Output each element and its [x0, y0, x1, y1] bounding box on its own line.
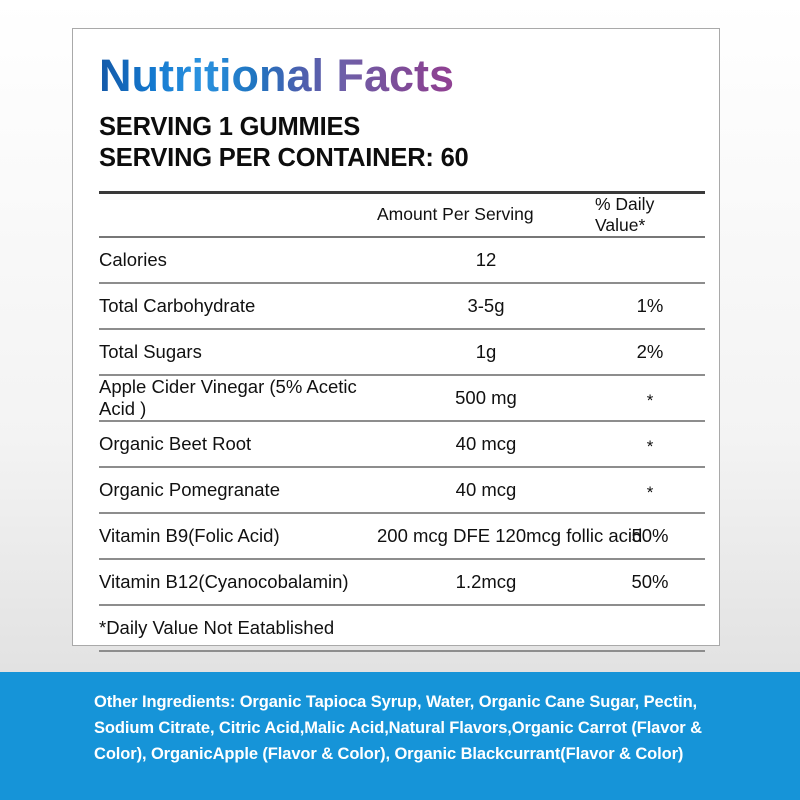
nutrient-amount: 40 mcg — [377, 466, 595, 514]
nutrient-name: Organic Beet Root — [99, 420, 377, 468]
column-header-daily-value: % Daily Value* — [595, 192, 705, 238]
nutrient-name: Organic Pomegranate — [99, 466, 377, 514]
nutrient-name: Total Sugars — [99, 328, 377, 376]
servings-per-container-line: SERVING PER CONTAINER: 60 — [99, 144, 469, 173]
nutrient-daily-value: 2% — [595, 328, 705, 376]
nutrient-daily-value: 50% — [595, 512, 705, 560]
table-header-row: Amount Per Serving % Daily Value* — [99, 192, 705, 238]
asterisk-marker: * — [646, 390, 654, 410]
nutrient-amount: 3-5g — [377, 282, 595, 330]
table-row: Total Carbohydrate 3-5g 1% — [99, 282, 705, 330]
card-content: Nutritional Facts SERVING 1 GUMMIES SERV… — [99, 39, 705, 652]
table-row: Organic Pomegranate 40 mcg * — [99, 466, 705, 514]
table-row: Organic Beet Root 40 mcg * — [99, 420, 705, 468]
nutrient-amount: 40 mcg — [377, 420, 595, 468]
nutrient-amount: 1.2mcg — [377, 558, 595, 606]
nutrient-name: Apple Cider Vinegar (5% Acetic Acid ) — [99, 374, 377, 422]
table-row: Calories 12 — [99, 236, 705, 284]
nutrient-name: Total Carbohydrate — [99, 282, 377, 330]
nutrient-daily-value: 50% — [595, 558, 705, 606]
page-title: Nutritional Facts — [99, 53, 699, 98]
asterisk-marker: * — [646, 482, 654, 502]
footnote-row: *Daily Value Not Eatablished — [99, 603, 705, 652]
table-row: Total Sugars 1g 2% — [99, 328, 705, 376]
nutrient-name: Vitamin B12(Cyanocobalamin) — [99, 558, 377, 606]
nutrient-amount: 200 mcg DFE 120mcg follic acid — [377, 512, 642, 560]
nutrient-daily-value: * — [595, 420, 705, 468]
nutrient-daily-value — [595, 236, 705, 284]
column-header-amount-per-serving: Amount Per Serving — [377, 192, 595, 238]
table-row: Vitamin B9(Folic Acid) 200 mcg DFE 120mc… — [99, 512, 705, 560]
nutrient-daily-value: * — [595, 374, 705, 422]
serving-info: SERVING 1 GUMMIES SERVING PER CONTAINER:… — [99, 112, 699, 175]
asterisk-marker: * — [646, 436, 654, 456]
nutrient-daily-value: 1% — [595, 282, 705, 330]
serving-size-line: SERVING 1 GUMMIES — [99, 113, 361, 141]
nutrient-amount: 1g — [377, 328, 595, 376]
nutrition-facts-table: Amount Per Serving % Daily Value* Calori… — [99, 191, 705, 652]
nutrient-name: Calories — [99, 236, 377, 284]
other-ingredients-text: Other Ingredients: Organic Tapioca Syrup… — [94, 693, 702, 764]
table-row: Vitamin B12(Cyanocobalamin) 1.2mcg 50% — [99, 558, 705, 606]
column-header-nutrient — [99, 192, 377, 238]
daily-value-footnote: *Daily Value Not Eatablished — [99, 603, 705, 652]
nutrition-facts-card: Nutritional Facts SERVING 1 GUMMIES SERV… — [72, 28, 720, 652]
other-ingredients-band: Other Ingredients: Organic Tapioca Syrup… — [0, 672, 800, 800]
nutrient-name: Vitamin B9(Folic Acid) — [99, 512, 377, 560]
nutrient-daily-value: * — [595, 466, 705, 514]
nutrient-amount: 12 — [377, 236, 595, 284]
table-row: Apple Cider Vinegar (5% Acetic Acid ) 50… — [99, 374, 705, 422]
nutrient-amount: 500 mg — [377, 374, 595, 422]
